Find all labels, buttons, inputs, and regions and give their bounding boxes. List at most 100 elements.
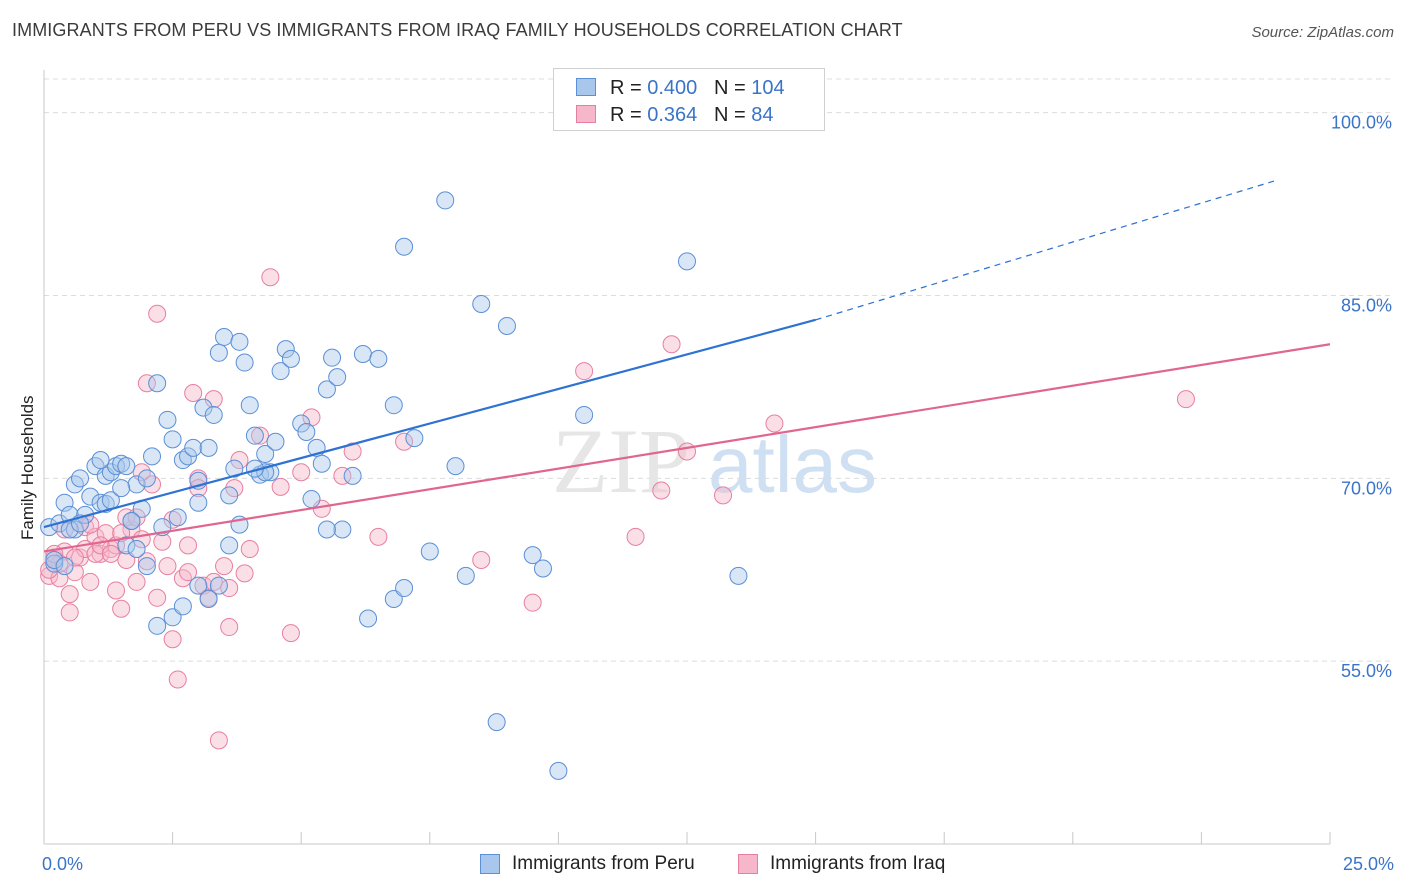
iraq-point — [343, 442, 362, 461]
peru-point — [729, 566, 748, 585]
peru-point — [194, 398, 213, 417]
iraq-r-label: R = — [610, 104, 648, 126]
iraq-point — [168, 670, 187, 689]
correlation-legend: R = 0.400 N = 104 R = 0.364 N = 84 — [553, 68, 825, 131]
peru-point — [122, 511, 141, 530]
iraq-point — [179, 536, 198, 555]
iraq-point — [143, 475, 162, 494]
peru-point — [158, 410, 177, 429]
iraq-point — [65, 563, 84, 582]
iraq-point — [137, 374, 156, 393]
peru-point — [323, 348, 342, 367]
series-legend: Immigrants from Peru Immigrants from Ira… — [0, 852, 1406, 878]
iraq-r-value: 0.364 — [647, 104, 698, 126]
peru-n-value: 104 — [751, 77, 785, 99]
iraq-point — [101, 544, 120, 563]
iraq-point — [281, 624, 300, 643]
x-tick-label-max: 25.0% — [1343, 854, 1394, 874]
iraq-point — [292, 463, 311, 482]
watermark-zip: ZIP — [552, 410, 690, 512]
peru-point — [487, 713, 506, 732]
iraq-point — [112, 599, 131, 618]
iraq-point — [575, 362, 594, 381]
peru-point — [173, 451, 192, 470]
iraq-swatch — [576, 105, 596, 123]
peru-point — [91, 451, 110, 470]
y-axis-label: Family Households — [18, 395, 37, 540]
peru-point — [163, 430, 182, 449]
iraq-point — [86, 544, 105, 563]
watermark: ZIP atlas — [552, 410, 877, 512]
peru-point — [199, 438, 218, 457]
peru-point — [137, 469, 156, 488]
iraq-point — [184, 384, 203, 403]
peru-point — [189, 493, 208, 512]
peru-r-value: 0.400 — [647, 77, 698, 99]
peru-point — [395, 237, 414, 256]
peru-point — [55, 493, 74, 512]
peru-point — [575, 405, 594, 424]
peru-point — [256, 444, 275, 463]
peru-point — [71, 469, 90, 488]
peru-point — [184, 438, 203, 457]
iraq-point — [652, 481, 671, 500]
peru-point — [317, 520, 336, 539]
iraq-point — [230, 451, 249, 470]
iraq-point — [127, 508, 146, 527]
peru-point — [678, 252, 696, 271]
peru-point — [312, 454, 331, 473]
peru-point — [173, 597, 192, 616]
iraq-point — [209, 731, 228, 750]
trend-lines — [43, 179, 1331, 553]
iraq-point — [158, 557, 177, 576]
peru-point — [112, 479, 131, 498]
iraq-point — [395, 432, 414, 451]
iraq-point — [71, 548, 90, 567]
peru-point — [271, 362, 290, 381]
iraq-point — [60, 585, 79, 604]
iraq-point — [117, 550, 136, 569]
y-tick-label: 55.0% — [1341, 661, 1392, 681]
iraq-point — [472, 550, 491, 569]
peru-point — [292, 414, 311, 433]
peru-point — [359, 609, 378, 628]
peru-point — [317, 380, 336, 399]
peru-point — [456, 566, 475, 585]
peru-point — [117, 457, 136, 476]
peru-point — [328, 368, 347, 387]
peru-point — [189, 576, 208, 595]
peru-point — [405, 429, 424, 448]
iraq-point — [678, 442, 696, 461]
peru-r-label: R = — [610, 77, 648, 99]
iraq-trend-line — [43, 343, 1331, 553]
iraq-point — [50, 554, 69, 573]
legend-iraq-label: Immigrants from Iraq — [770, 853, 946, 874]
peru-point — [112, 454, 131, 473]
iraq-point — [240, 540, 259, 559]
peru-point — [353, 345, 372, 364]
iraq-point — [163, 630, 182, 649]
peru-point — [215, 327, 234, 346]
peru-point — [127, 475, 146, 494]
peru-point — [446, 457, 465, 476]
iraq-point — [204, 572, 223, 591]
peru-point — [127, 540, 146, 559]
peru-point — [163, 608, 182, 627]
chart-title: IMMIGRANTS FROM PERU VS IMMIGRANTS FROM … — [12, 20, 903, 40]
peru-point — [523, 546, 542, 565]
peru-point — [137, 557, 156, 576]
iraq-point — [302, 408, 321, 427]
peru-point — [96, 494, 115, 513]
peru-point — [549, 761, 568, 780]
iraq-point — [523, 593, 542, 612]
peru-point — [281, 349, 300, 368]
iraq-point — [107, 581, 126, 600]
source-label: Source: ZipAtlas.com — [1251, 24, 1394, 41]
peru-swatch — [576, 78, 596, 96]
peru-point — [55, 557, 74, 576]
y-tick-label: 100.0% — [1331, 113, 1392, 133]
iraq-point — [127, 572, 146, 591]
axes — [43, 70, 1331, 845]
iraq-point — [765, 414, 784, 433]
iraq-point — [81, 572, 100, 591]
